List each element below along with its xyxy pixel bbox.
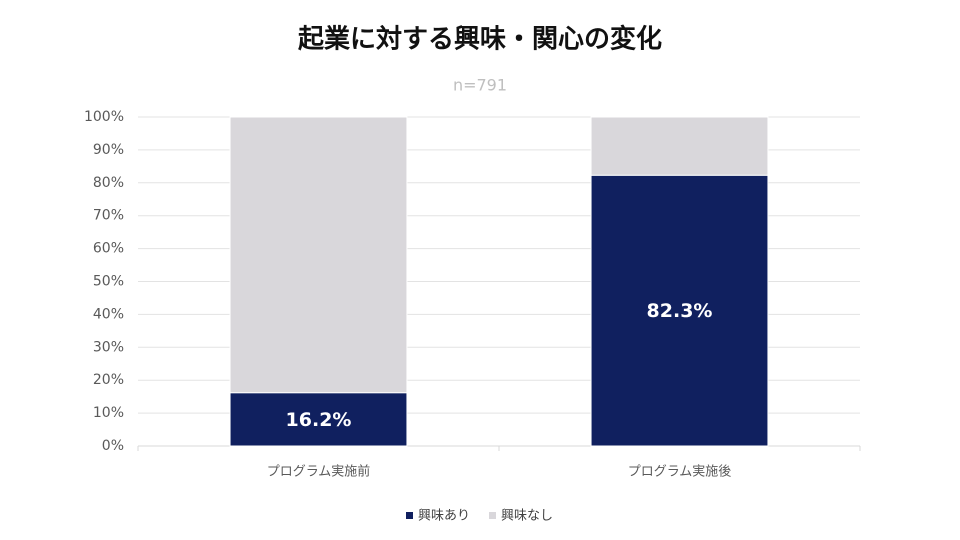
bar-segment <box>590 116 769 176</box>
bar-segment <box>229 116 408 394</box>
x-tick-label: プログラム実施前 <box>267 464 371 480</box>
y-tick-label: 80% <box>93 175 124 191</box>
y-tick-label: 30% <box>93 339 124 355</box>
bar-segment <box>590 174 769 447</box>
legend-label: 興味なし <box>501 509 553 524</box>
y-tick-label: 10% <box>93 405 124 421</box>
y-tick-label: 70% <box>93 208 124 224</box>
value-label: 16.2% <box>286 409 352 431</box>
y-tick-label: 100% <box>84 109 124 125</box>
legend-label: 興味あり <box>418 509 470 524</box>
legend-swatch <box>489 512 496 519</box>
y-tick-label: 20% <box>93 372 124 388</box>
chart-title: 起業に対する興味・関心の変化 <box>298 24 662 55</box>
bar-segment <box>229 392 408 447</box>
y-tick-label: 90% <box>93 142 124 158</box>
legend-swatch <box>406 512 413 519</box>
x-tick-label: プログラム実施後 <box>628 464 732 480</box>
y-tick-label: 50% <box>93 274 124 290</box>
y-tick-label: 40% <box>93 306 124 322</box>
chart-subtitle: n=791 <box>453 76 507 95</box>
value-label: 82.3% <box>647 300 713 322</box>
y-tick-label: 60% <box>93 241 124 257</box>
y-tick-label: 0% <box>102 438 124 454</box>
